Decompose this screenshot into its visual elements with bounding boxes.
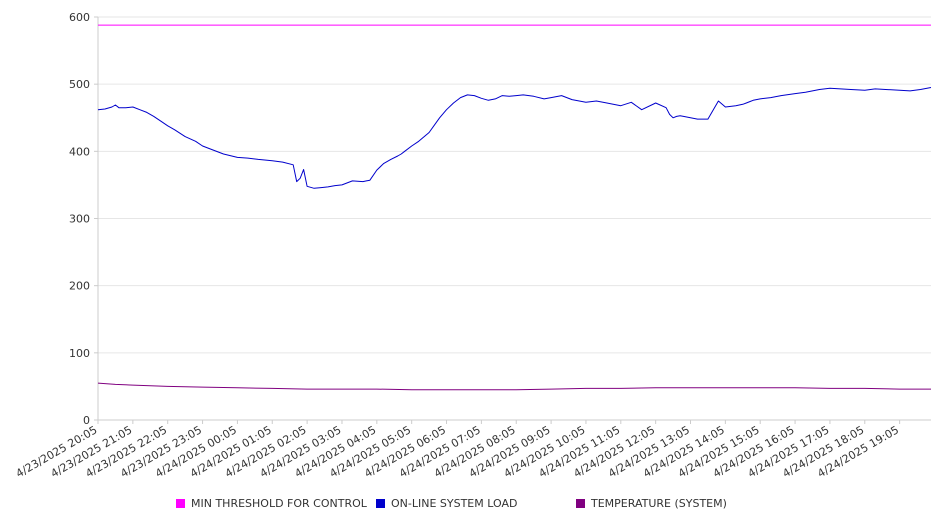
series-line-temperature-system (97, 382, 931, 391)
y-tick-label: 300 (69, 213, 90, 226)
legend-item-system-load[interactable]: ON-LINE SYSTEM LOAD (376, 497, 517, 510)
gridlines (98, 16, 931, 354)
x-axis-ticks: 4/23/2025 20:054/23/2025 21:054/23/2025 … (14, 420, 901, 480)
legend: MIN THRESHOLD FOR CONTROL ON-LINE SYSTEM… (0, 497, 946, 515)
legend-swatch (376, 499, 385, 508)
legend-swatch (176, 499, 185, 508)
legend-label: TEMPERATURE (SYSTEM) (591, 497, 727, 510)
legend-label: MIN THRESHOLD FOR CONTROL (191, 497, 367, 510)
y-tick-label: 0 (83, 414, 90, 427)
y-tick-label: 400 (69, 145, 90, 158)
y-axis-ticks: 0 100 200 300 400 500 600 (69, 11, 98, 427)
legend-item-min-threshold[interactable]: MIN THRESHOLD FOR CONTROL (176, 497, 367, 510)
series-lines (97, 24, 932, 391)
legend-label: ON-LINE SYSTEM LOAD (391, 497, 518, 510)
y-tick-label: 600 (69, 11, 90, 24)
legend-swatch (576, 499, 585, 508)
y-tick-label: 500 (69, 78, 90, 91)
y-tick-label: 100 (69, 347, 90, 360)
y-tick-label: 200 (69, 280, 90, 293)
legend-item-temperature[interactable]: TEMPERATURE (SYSTEM) (576, 497, 727, 510)
series-line-on-line-system-load (97, 87, 932, 189)
